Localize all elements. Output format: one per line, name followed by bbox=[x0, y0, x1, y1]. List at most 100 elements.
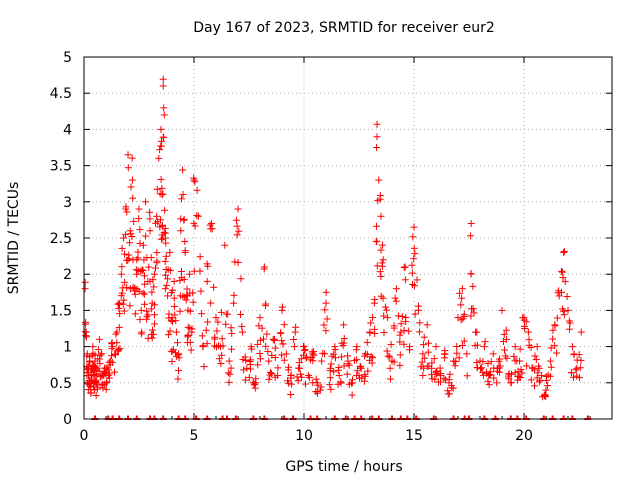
data-point bbox=[125, 251, 133, 259]
data-point bbox=[186, 270, 194, 278]
data-point bbox=[558, 267, 566, 275]
data-point bbox=[361, 371, 369, 379]
data-point bbox=[487, 358, 495, 366]
data-point bbox=[327, 385, 335, 393]
data-point bbox=[153, 259, 161, 267]
data-point bbox=[411, 250, 419, 258]
data-point bbox=[415, 302, 423, 310]
data-point bbox=[219, 342, 227, 350]
data-point bbox=[249, 378, 257, 386]
data-point bbox=[196, 267, 204, 275]
data-point bbox=[319, 349, 327, 357]
data-point bbox=[122, 203, 130, 211]
data-point bbox=[233, 231, 241, 239]
y-tick-label: 3.5 bbox=[50, 159, 72, 175]
data-point bbox=[541, 392, 549, 400]
data-point bbox=[547, 344, 555, 352]
data-point bbox=[118, 244, 126, 252]
data-point bbox=[242, 357, 250, 365]
data-point bbox=[243, 364, 251, 372]
data-point bbox=[218, 351, 226, 359]
data-point bbox=[197, 287, 205, 295]
data-point bbox=[198, 310, 206, 318]
data-point bbox=[560, 247, 568, 255]
data-point bbox=[238, 322, 246, 330]
data-point bbox=[126, 302, 134, 310]
data-point bbox=[531, 366, 539, 374]
data-point bbox=[379, 256, 387, 264]
x-tick-label: 5 bbox=[190, 428, 199, 444]
data-point bbox=[256, 336, 264, 344]
data-point bbox=[447, 382, 455, 390]
data-point bbox=[302, 380, 310, 388]
data-point bbox=[459, 315, 467, 323]
data-point bbox=[246, 357, 254, 365]
data-point bbox=[159, 75, 167, 83]
data-point bbox=[470, 309, 478, 317]
data-point bbox=[348, 391, 356, 399]
data-point bbox=[363, 350, 371, 358]
data-point bbox=[258, 324, 266, 332]
data-points bbox=[81, 75, 592, 420]
data-point bbox=[572, 366, 580, 374]
data-point bbox=[108, 358, 116, 366]
data-point bbox=[142, 198, 150, 206]
data-point bbox=[361, 372, 369, 380]
data-point bbox=[326, 381, 334, 389]
data-point bbox=[129, 194, 137, 202]
data-point bbox=[335, 364, 343, 372]
data-point bbox=[423, 321, 431, 329]
data-point bbox=[157, 142, 165, 150]
data-point bbox=[500, 330, 508, 338]
data-point bbox=[408, 269, 416, 277]
data-point bbox=[179, 166, 187, 174]
data-point bbox=[123, 283, 131, 291]
data-point bbox=[405, 327, 413, 335]
data-point bbox=[546, 357, 554, 365]
data-point bbox=[344, 360, 352, 368]
data-point bbox=[164, 275, 172, 283]
data-point bbox=[322, 327, 330, 335]
data-point bbox=[501, 346, 509, 354]
data-point bbox=[93, 385, 101, 393]
data-point bbox=[257, 355, 265, 363]
data-point bbox=[153, 212, 161, 220]
data-point bbox=[147, 254, 155, 262]
data-point bbox=[144, 311, 152, 319]
data-point bbox=[279, 340, 287, 348]
data-point bbox=[261, 302, 269, 310]
data-point bbox=[282, 350, 290, 358]
data-point bbox=[106, 370, 114, 378]
data-point bbox=[134, 254, 142, 262]
data-point bbox=[480, 343, 488, 351]
data-point bbox=[245, 373, 253, 381]
data-point bbox=[230, 299, 238, 307]
data-point bbox=[408, 261, 416, 269]
data-point bbox=[517, 365, 525, 373]
data-point bbox=[547, 363, 555, 371]
data-point bbox=[278, 351, 286, 359]
data-point bbox=[129, 283, 137, 291]
data-point bbox=[210, 283, 218, 291]
data-point bbox=[455, 354, 463, 362]
data-point bbox=[140, 272, 148, 280]
data-point bbox=[102, 379, 110, 387]
data-point bbox=[137, 330, 145, 338]
data-point bbox=[516, 345, 524, 353]
data-point bbox=[460, 337, 468, 345]
data-point bbox=[379, 241, 387, 249]
data-point bbox=[376, 191, 384, 199]
data-point bbox=[290, 336, 298, 344]
data-point bbox=[467, 312, 475, 320]
data-point bbox=[254, 340, 262, 348]
data-point bbox=[174, 366, 182, 374]
y-tick-label: 3 bbox=[63, 195, 72, 211]
data-point bbox=[320, 321, 328, 329]
data-point bbox=[188, 325, 196, 333]
data-point bbox=[237, 275, 245, 283]
data-point bbox=[271, 373, 279, 381]
data-point bbox=[555, 292, 563, 300]
data-point bbox=[271, 344, 279, 352]
data-point bbox=[445, 390, 453, 398]
data-point bbox=[161, 285, 169, 293]
